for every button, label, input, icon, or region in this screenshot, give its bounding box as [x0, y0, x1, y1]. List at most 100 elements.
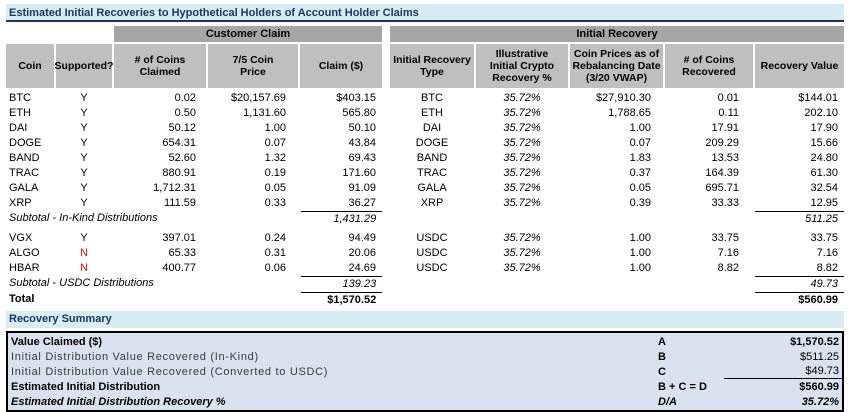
cell-claim: 94.49 [348, 232, 376, 244]
cell-coin-price: 0.33 [264, 197, 286, 209]
cell-claim: 171.60 [342, 167, 376, 179]
cell-coins-recovered: 695.71 [705, 182, 739, 194]
cell-coin-price: 1.32 [264, 152, 286, 164]
cell-rebal-price: 1.00 [629, 122, 651, 134]
summary-label: Estimated Initial Distribution Recovery … [11, 395, 226, 408]
coin-row-HBAR: HBAR N 400.77 0.06 24.69 USDC 35.72% 1.00 8.82 8.… [6, 261, 844, 276]
cell-coin-price: 0.07 [264, 137, 286, 149]
cell-recovery-value: 61.30 [810, 167, 838, 179]
cell-coin: TRAC [9, 167, 39, 179]
cell-supported: Y [80, 137, 88, 149]
cell-coins-claimed: 400.77 [162, 262, 196, 274]
cell-recovery-pct: 35.72% [503, 137, 541, 149]
cell-recovery-pct: 35.72% [503, 232, 541, 244]
cell-coin-price: 0.06 [264, 262, 286, 274]
cell-recovery-pct: 35.72% [503, 167, 541, 179]
total-recovery-value: $560.99 [755, 292, 844, 308]
cell-supported: Y [80, 122, 88, 134]
cell-recovery-value: 33.75 [810, 232, 838, 244]
cell-coin-price: $20,157.69 [230, 92, 286, 104]
coin-row-DOGE: DOGE Y 654.31 0.07 43.84 DOGE 35.72% 0.07 209.29… [6, 136, 844, 151]
cell-coins-claimed: 1,712.31 [153, 182, 196, 194]
cell-supported: Y [80, 232, 88, 244]
cell-coins-recovered: 17.91 [711, 122, 739, 134]
summary-value: $1,570.52 [790, 335, 839, 348]
summary-label: Initial Distribution Value Recovered (Co… [11, 365, 329, 378]
cell-recovery-type: XRP [420, 197, 444, 209]
cell-coin-price: 0.05 [264, 182, 286, 194]
cell-coin: HBAR [9, 262, 40, 274]
col-header-coins-claimed: # of Coins Claimed [114, 44, 206, 88]
column-header-row: Coin Supported? # of Coins Claimed 7/5 C… [6, 44, 844, 88]
cell-claim: 91.09 [348, 182, 376, 194]
cell-coins-claimed: 0.02 [174, 92, 196, 104]
cell-recovery-type: GALA [417, 182, 447, 194]
cell-rebal-price: 1.00 [629, 232, 651, 244]
col-header-recovery-pct: Illustrative Initial Crypto Recovery % [476, 44, 568, 88]
recovery-summary-box: Value Claimed ($) A $1,570.52 Initial Distr… [6, 331, 844, 412]
cell-recovery-type: DAI [422, 122, 442, 134]
cell-recovery-value: 12.95 [810, 197, 838, 209]
cell-coin: ETH [9, 107, 31, 119]
cell-recovery-type: ETH [421, 107, 443, 119]
cell-coin: ALGO [9, 247, 40, 259]
cell-recovery-type: USDC [416, 262, 448, 274]
page-title: Estimated Initial Recoveries to Hypothet… [6, 4, 844, 22]
cell-coins-recovered: 0.11 [718, 107, 739, 119]
coin-row-TRAC: TRAC Y 880.91 0.19 171.60 TRAC 35.72% 0.37 164.3… [6, 166, 844, 181]
cell-coins-claimed: 654.31 [162, 137, 196, 149]
cell-claim: 69.43 [348, 152, 376, 164]
group-header-initial-recovery: Initial Recovery [390, 26, 844, 42]
col-header-recovery-value: Recovery Value [755, 44, 844, 88]
cell-recovery-pct: 35.72% [503, 197, 541, 209]
col-header-coin: Coin [6, 44, 54, 88]
cell-claim: $403.15 [336, 92, 376, 104]
cell-claim: 50.10 [348, 122, 376, 134]
total-spacer [390, 292, 753, 308]
cell-coins-claimed: 0.50 [174, 107, 196, 119]
cell-coin-price: 0.31 [264, 247, 286, 259]
summary-row: Value Claimed ($) A $1,570.52 [8, 334, 842, 349]
summary-value: $49.73 [724, 364, 842, 379]
group-header-customer-claim: Customer Claim [114, 26, 382, 42]
cell-coins-recovered: 209.29 [705, 137, 739, 149]
cell-rebal-price: 1.00 [629, 247, 651, 259]
subtotal-spacer [390, 276, 753, 292]
cell-rebal-price: 0.39 [629, 197, 651, 209]
cell-recovery-pct: 35.72% [503, 262, 541, 274]
cell-coins-recovered: 164.39 [705, 167, 739, 179]
cell-claim: 43.84 [348, 137, 376, 149]
cell-supported: Y [80, 107, 88, 119]
subtotal-claim-value: 1,431.29 [300, 211, 383, 227]
coin-row-ALGO: ALGO N 65.33 0.31 20.06 USDC 35.72% 1.00 7.16 7.1… [6, 246, 844, 261]
total-claim-value: $1,570.52 [300, 292, 383, 308]
total-row: Total $1,570.52 $560.99 [6, 292, 844, 308]
cell-coin: BAND [9, 152, 40, 164]
col-header-claim: Claim ($) [300, 44, 382, 88]
cell-coins-claimed: 50.12 [168, 122, 196, 134]
summary-formula: C [658, 365, 666, 378]
cell-coins-recovered: 13.53 [711, 152, 739, 164]
summary-formula: B [658, 350, 666, 363]
cell-recovery-type: USDC [416, 232, 448, 244]
cell-supported: N [80, 262, 88, 274]
cell-recovery-type: BAND [416, 152, 448, 164]
cell-recovery-pct: 35.72% [503, 152, 541, 164]
cell-recovery-value: 24.80 [810, 152, 838, 164]
cell-coin: DAI [9, 122, 28, 134]
cell-coins-claimed: 397.01 [162, 232, 196, 244]
summary-row: Initial Distribution Value Recovered (Co… [8, 364, 842, 379]
coin-row-ETH: ETH Y 0.50 1,131.60 565.80 ETH 35.72% 1,788.65 0… [6, 106, 844, 121]
subtotal-in-kind-row: Subtotal - In-Kind Distributions 1,431.2… [6, 211, 844, 227]
cell-coin: VGX [9, 232, 33, 244]
col-header-recovery-type: Initial Recovery Type [390, 44, 474, 88]
cell-claim: 20.06 [348, 247, 376, 259]
summary-label: Value Claimed ($) [11, 335, 103, 348]
cell-coins-recovered: 0.01 [717, 92, 739, 104]
cell-recovery-value: $144.01 [798, 92, 838, 104]
total-label: Total [9, 293, 35, 305]
recovery-summary-header: Recovery Summary [6, 311, 844, 328]
cell-coin: GALA [9, 182, 39, 194]
cell-recovery-type: TRAC [417, 167, 447, 179]
summary-formula: A [658, 335, 666, 348]
